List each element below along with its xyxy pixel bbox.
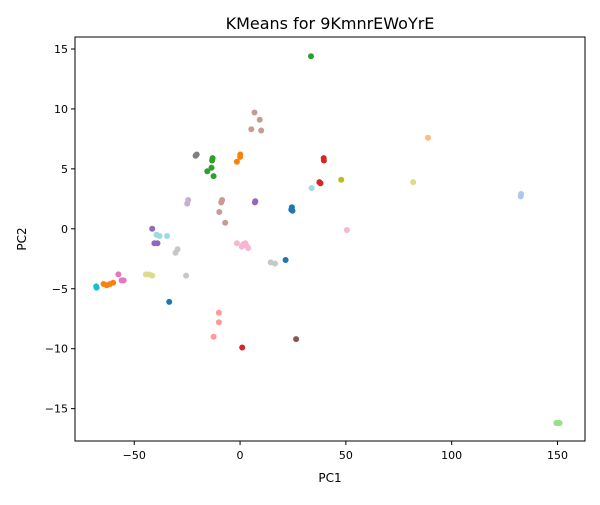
- data-point: [222, 219, 229, 226]
- data-point: [308, 185, 315, 192]
- data-point: [410, 179, 417, 186]
- plot-frame: [74, 36, 586, 442]
- data-point: [289, 207, 296, 214]
- data-point: [164, 233, 171, 239]
- x-tick-label: 150: [547, 449, 568, 462]
- data-point: [210, 173, 217, 180]
- data-point: [317, 180, 324, 187]
- data-point: [93, 284, 100, 291]
- y-tick-label: −5: [52, 283, 68, 296]
- data-points: [93, 53, 563, 426]
- data-point: [282, 257, 289, 263]
- y-tick-label: 5: [61, 163, 68, 176]
- x-axis-label: PC1: [318, 471, 341, 485]
- data-point: [216, 209, 223, 215]
- data-point: [218, 199, 225, 206]
- data-point: [293, 336, 300, 343]
- data-point: [156, 233, 163, 239]
- data-point: [210, 333, 217, 340]
- y-tick-label: −15: [45, 403, 68, 416]
- data-point: [251, 199, 258, 206]
- data-point: [154, 240, 161, 247]
- data-point: [556, 420, 563, 426]
- y-tick-label: −10: [45, 343, 68, 356]
- data-point: [233, 158, 240, 165]
- data-point: [184, 200, 191, 207]
- data-point: [256, 116, 263, 123]
- y-tick-label: 15: [54, 43, 68, 56]
- data-point: [110, 279, 117, 286]
- data-point: [338, 176, 345, 183]
- y-tick-label: 10: [54, 103, 68, 116]
- data-point: [183, 272, 190, 279]
- data-point: [149, 225, 156, 232]
- y-tick-label: 0: [61, 223, 68, 236]
- x-tick-label: 0: [237, 449, 244, 462]
- data-point: [238, 243, 245, 250]
- data-point: [166, 298, 173, 305]
- data-point: [248, 126, 255, 133]
- data-point: [233, 240, 240, 247]
- data-point: [215, 319, 222, 326]
- data-point: [208, 164, 215, 171]
- data-point: [120, 277, 127, 284]
- data-point: [272, 260, 278, 267]
- data-point: [192, 152, 199, 159]
- data-point: [258, 127, 265, 134]
- data-point: [209, 157, 216, 164]
- data-point: [215, 309, 222, 316]
- data-point: [343, 227, 350, 233]
- x-tick-label: −50: [123, 449, 146, 462]
- data-point: [204, 168, 211, 175]
- chart-title: KMeans for 9KmnrEWoYrE: [226, 14, 435, 33]
- data-point: [251, 109, 258, 116]
- data-point: [115, 271, 122, 278]
- data-point: [517, 193, 524, 200]
- x-tick-label: 50: [339, 449, 353, 462]
- data-point: [239, 344, 246, 351]
- data-point: [172, 249, 179, 256]
- data-point: [425, 134, 431, 141]
- x-tick-label: 100: [441, 449, 462, 462]
- data-point: [320, 157, 327, 164]
- data-point: [243, 242, 250, 249]
- y-axis-label: PC2: [15, 227, 29, 250]
- data-point: [308, 53, 314, 60]
- data-point: [237, 153, 244, 160]
- data-point: [149, 272, 156, 279]
